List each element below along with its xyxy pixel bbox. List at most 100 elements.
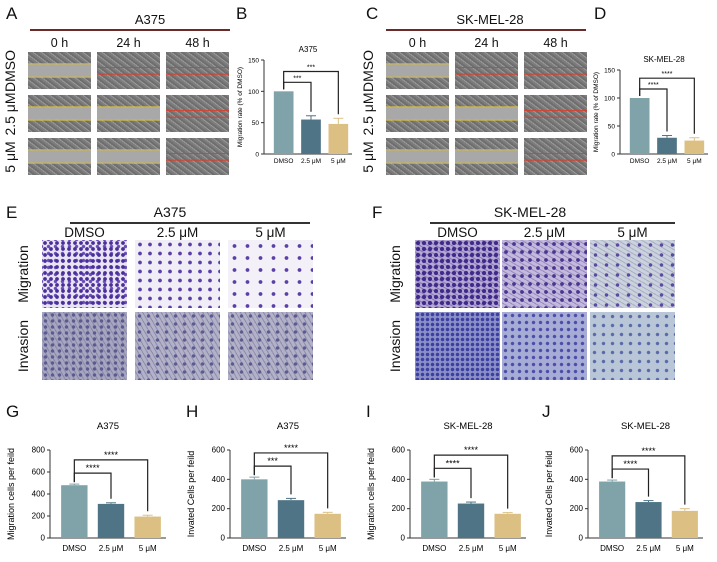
bar <box>61 485 88 538</box>
bar <box>134 516 161 538</box>
bar <box>494 513 521 538</box>
wound-healing-image <box>166 52 229 89</box>
x-tick-label: 5 μM <box>676 544 694 553</box>
x-tick-label: DMSO <box>422 544 446 553</box>
y-tick-label: 600 <box>32 468 46 477</box>
panel-label-i: I <box>366 402 371 421</box>
significance-label: **** <box>648 82 659 89</box>
bar <box>599 481 626 538</box>
panel-label-j: J <box>542 402 551 421</box>
row-label: 5 μM <box>360 141 376 173</box>
panel-label-h: H <box>186 402 199 421</box>
significance-label: *** <box>293 75 301 82</box>
y-tick-label: 0 <box>255 152 259 159</box>
chart-I: SK-MEL-28 Migration cells per feild 0 200 40… <box>366 421 526 553</box>
time-label: 24 h <box>474 36 499 50</box>
significance-bracket <box>73 459 149 512</box>
y-tick-label: 200 <box>392 504 406 513</box>
bar <box>629 98 650 154</box>
wound-healing-image <box>97 138 160 175</box>
column-label: 5 μM <box>255 225 286 240</box>
transwell-image <box>135 240 220 308</box>
significance-bracket <box>253 452 329 509</box>
transwell-image <box>42 240 127 308</box>
panel-label-b: B <box>236 4 248 23</box>
y-tick-label: 150 <box>604 68 615 75</box>
y-axis-label: Invated Cells per feild <box>186 451 196 538</box>
x-tick-label: 5 μM <box>319 544 337 553</box>
transwell-image <box>415 240 500 308</box>
x-tick-label: DMSO <box>242 544 266 553</box>
bar <box>314 513 341 538</box>
y-axis-label: Invated Cells per feild <box>544 451 554 538</box>
panel-label-g: G <box>6 402 20 421</box>
significance-label: *** <box>267 456 278 466</box>
wound-a375-title: A375 <box>134 12 166 27</box>
significance-label: **** <box>641 446 656 456</box>
bar <box>457 503 485 538</box>
time-label: 0 h <box>50 36 69 50</box>
y-axis-label: Migration cells per feild <box>6 448 16 540</box>
chart-D: SK-MEL-28 Migration rate (% of DMSO) 0 50 10… <box>593 55 708 165</box>
bar <box>328 123 349 154</box>
transwell-image <box>228 312 313 380</box>
wound-healing-image <box>97 52 160 89</box>
time-label: 48 h <box>543 36 568 50</box>
significance-label: **** <box>104 450 119 460</box>
y-tick-label: 50 <box>252 120 260 127</box>
x-tick-label: 2.5 μM <box>459 544 484 553</box>
bar <box>421 481 448 538</box>
chart-title: SK-MEL-28 <box>621 421 670 432</box>
x-tick-label: 5 μM <box>499 544 517 553</box>
significance-label: **** <box>623 459 638 469</box>
panel-label-c: C <box>366 4 379 23</box>
y-tick-label: 400 <box>570 475 584 484</box>
row-label: 5 μM <box>2 141 18 173</box>
y-tick-label: 600 <box>212 446 226 455</box>
title-underline <box>30 29 230 31</box>
y-tick-label: 600 <box>392 446 406 455</box>
significance-label: *** <box>307 65 315 72</box>
x-tick-label: 5 μM <box>331 158 346 165</box>
significance-bracket <box>611 455 686 505</box>
wound-healing-image <box>97 95 160 132</box>
panel-label-a: A <box>6 4 18 23</box>
significance-bracket <box>433 454 509 509</box>
significance-label: **** <box>464 445 479 455</box>
y-tick-label: 100 <box>604 96 615 103</box>
bar <box>97 503 125 538</box>
significance-label: **** <box>662 71 673 78</box>
y-tick-label: 200 <box>32 512 46 521</box>
x-tick-label: 2.5 μM <box>99 544 124 553</box>
bar <box>241 479 268 538</box>
bar <box>657 137 677 154</box>
wound-healing-image <box>28 95 91 132</box>
panel-label-d: D <box>594 4 607 23</box>
y-tick-label: 200 <box>570 504 584 513</box>
column-label: DMSO <box>437 225 478 240</box>
y-tick-label: 0 <box>611 152 615 159</box>
transwell-skmel-title: SK-MEL-28 <box>493 204 567 220</box>
wound-healing-image <box>386 138 449 175</box>
x-tick-label: 5 μM <box>139 544 157 553</box>
y-axis-label: Migration rate (% of DMSO) <box>237 67 244 147</box>
y-tick-label: 0 <box>401 534 406 543</box>
transwell-image <box>590 240 675 308</box>
bar <box>277 500 305 538</box>
x-tick-label: 2.5 μM <box>636 544 661 553</box>
row-label: Invasion <box>387 319 403 373</box>
x-tick-label: 2.5 μM <box>279 544 304 553</box>
y-axis-label: Migration cells per feild <box>366 448 376 540</box>
title-underline <box>386 29 586 31</box>
transwell-image <box>590 312 675 380</box>
wound-skmel-title: SK-MEL-28 <box>456 12 524 27</box>
y-tick-label: 400 <box>32 490 46 499</box>
transwell-image <box>502 312 587 380</box>
row-label: Migration <box>387 245 403 303</box>
panel-label-e: E <box>6 203 18 222</box>
title-underline <box>430 222 675 224</box>
y-tick-label: 200 <box>212 504 226 513</box>
significance-label: **** <box>446 458 461 468</box>
wound-healing-image <box>455 138 518 175</box>
